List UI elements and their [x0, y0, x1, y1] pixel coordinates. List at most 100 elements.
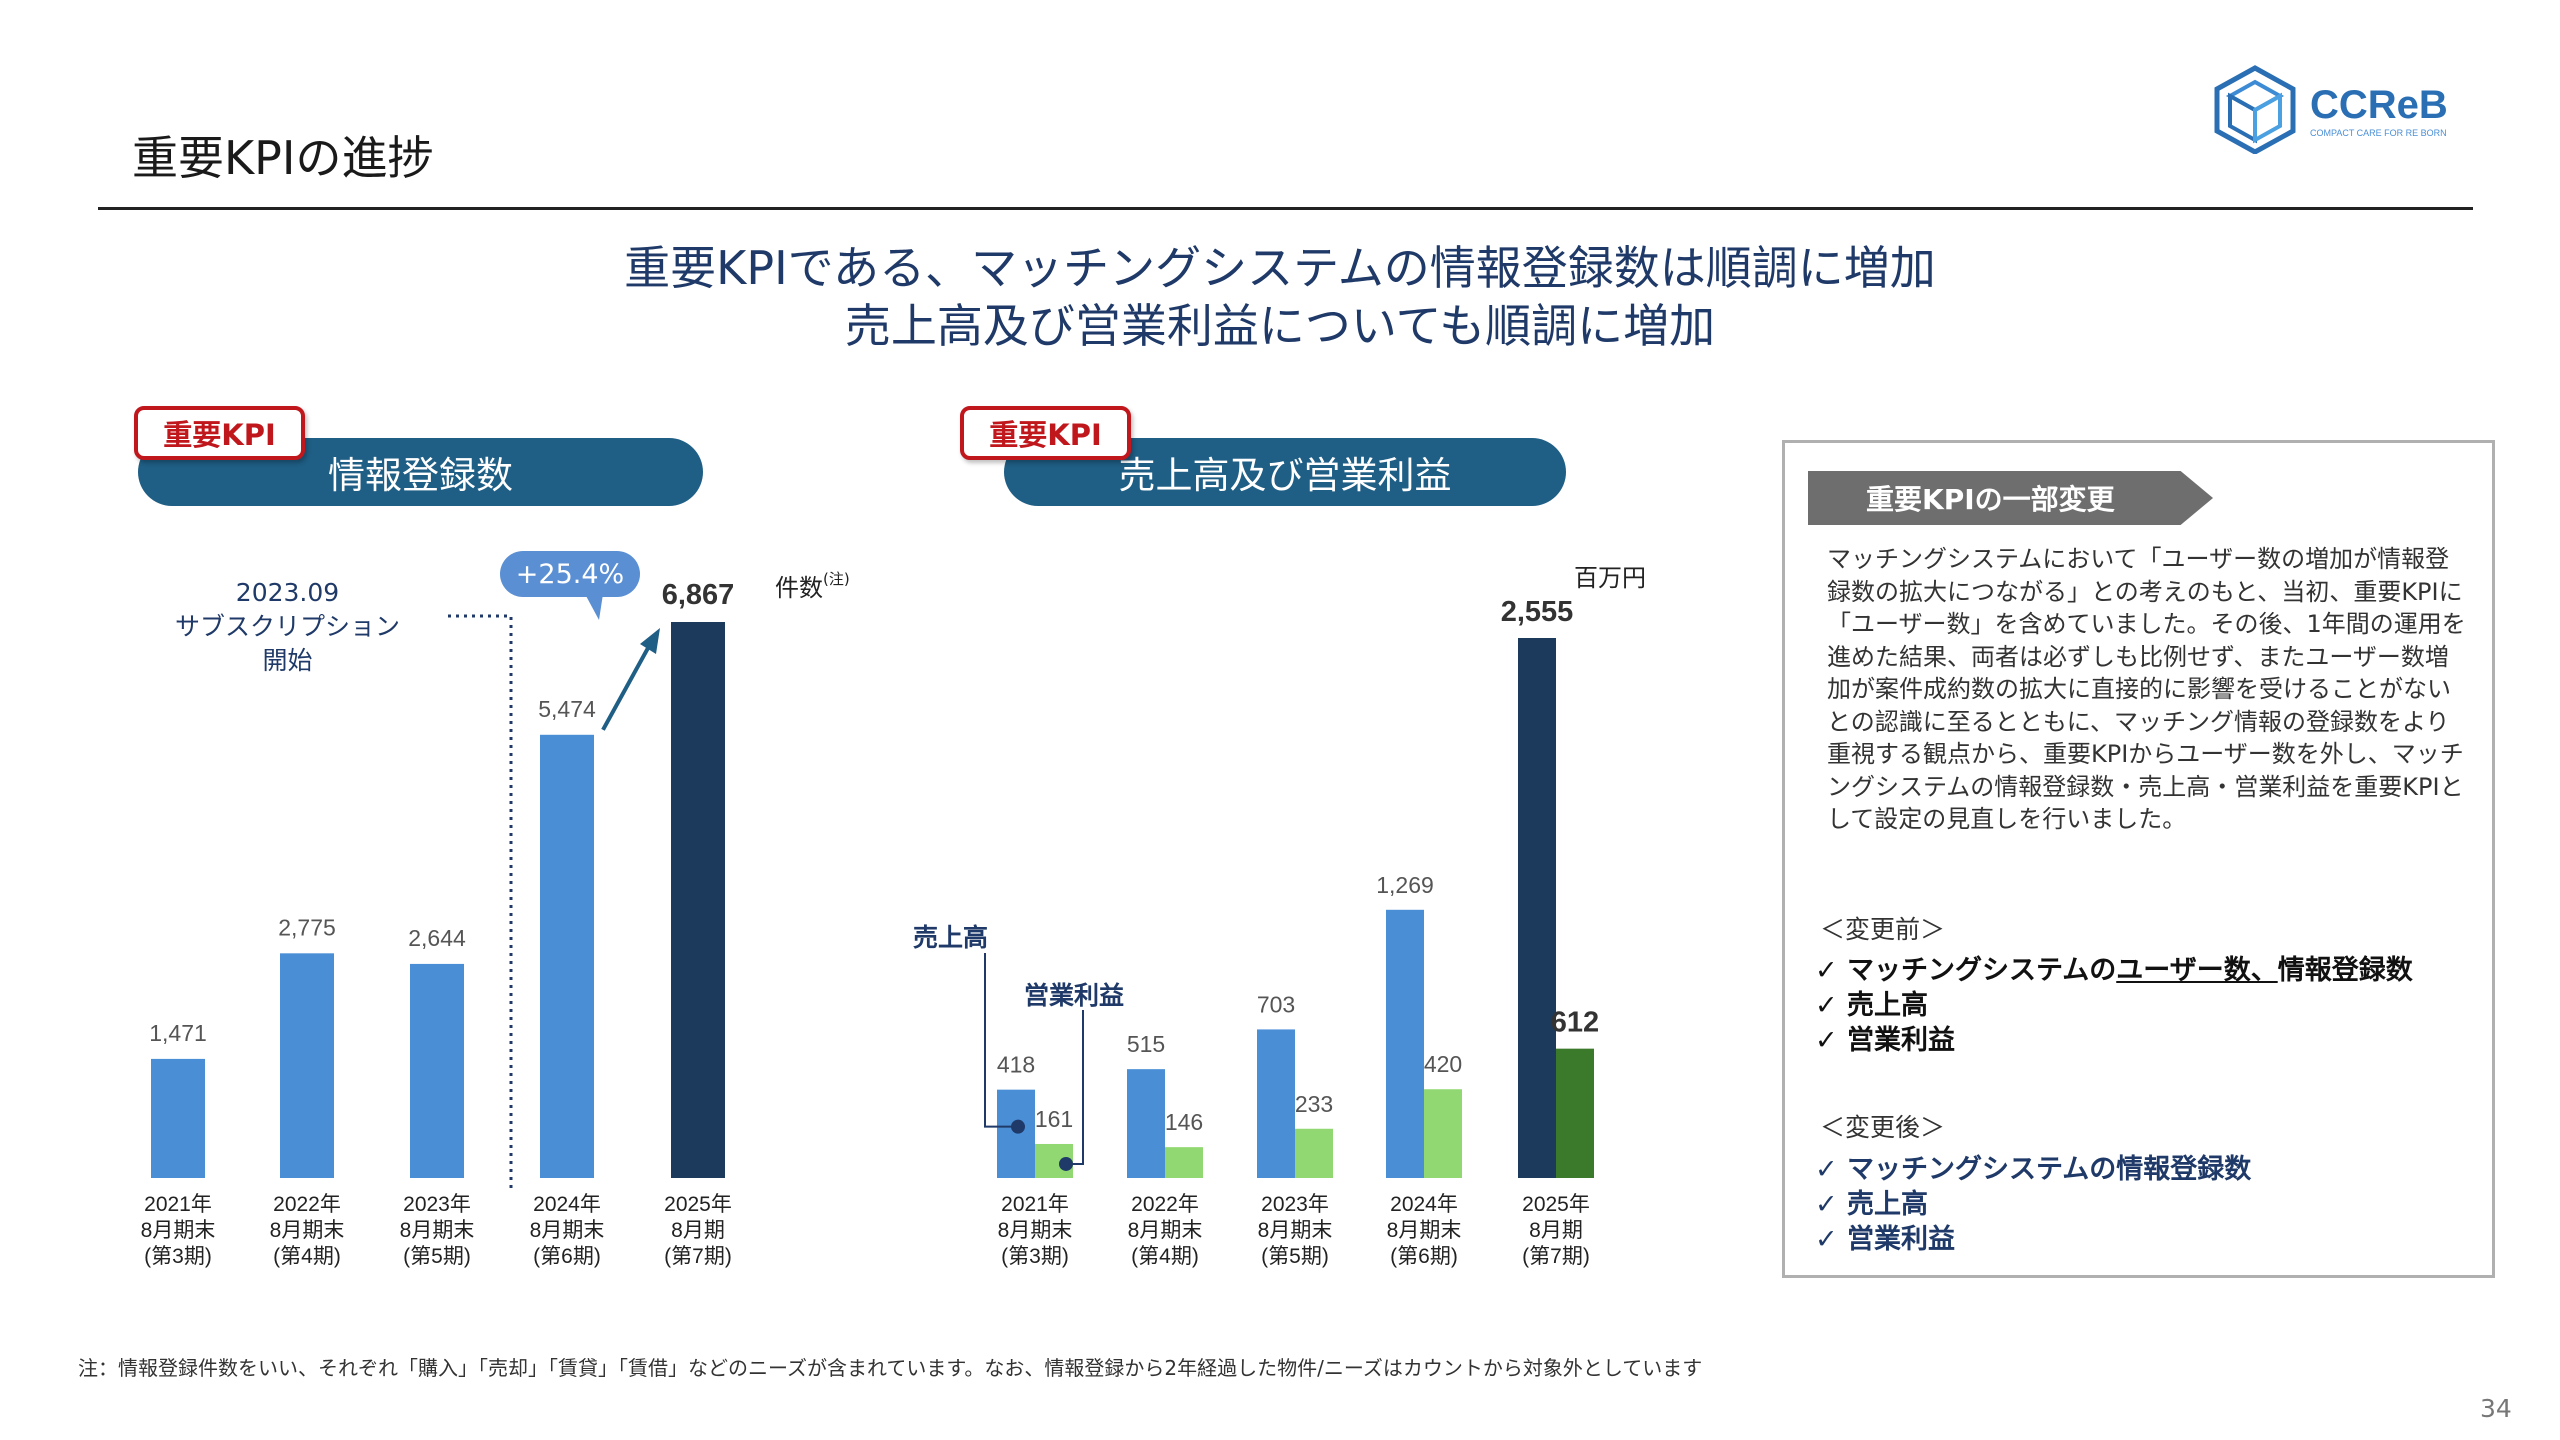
registrations-category-label: 8月期末: [400, 1219, 475, 1242]
sales-value-label: 515: [1127, 1031, 1165, 1057]
registrations-category-label: (第6期): [533, 1245, 601, 1268]
registrations-bar: [540, 734, 594, 1178]
sales-value-label: 2,555: [1501, 596, 1574, 628]
sales-bar: [1257, 1029, 1295, 1178]
profit-bar: [1424, 1089, 1462, 1178]
sales-profit-category-label: 2021年: [1001, 1193, 1069, 1216]
check-icon: ✓: [1815, 1224, 1838, 1255]
before-item-1-removed: ユーザー数、: [2116, 955, 2278, 986]
profit-series-callout: 営業利益: [1024, 981, 1125, 1010]
after-item-1: ✓ マッチングシステムの情報登録数: [1815, 1147, 2251, 1186]
profit-value-label: 146: [1165, 1109, 1203, 1135]
profit-bar: [1556, 1048, 1594, 1178]
before-item-1-suffix: 情報登録数: [2277, 955, 2413, 986]
profit-value-label: 420: [1424, 1051, 1462, 1077]
before-change-heading: ＜変更前＞: [1820, 915, 1946, 944]
sales-profit-section-label: 売上高及び営業利益: [1118, 454, 1452, 497]
registrations-category-label: 2023年: [403, 1193, 471, 1216]
registrations-value-label: 6,867: [662, 579, 735, 611]
check-icon: ✓: [1815, 1025, 1838, 1056]
registrations-bar: [151, 1058, 205, 1178]
sales-callout-dot: [1011, 1119, 1025, 1134]
registrations-value-label: 2,644: [408, 925, 466, 951]
profit-bar: [1165, 1147, 1203, 1178]
registrations-category-label: (第7期): [664, 1245, 732, 1268]
company-logo: CCReB COMPACT CARE FOR RE BORN: [2210, 64, 2480, 155]
registrations-unit-note: (注): [823, 570, 850, 588]
sales-series-callout: 売上高: [913, 923, 989, 952]
sales-profit-category-label: 8月期末: [998, 1219, 1073, 1242]
check-icon: ✓: [1815, 955, 1838, 986]
growth-arrow-line: [601, 647, 650, 731]
before-item-3: ✓ 営業利益: [1815, 1018, 1955, 1057]
sales-profit-category-label: 8月期末: [1128, 1219, 1203, 1242]
kpi-badge-registrations: 重要KPI: [134, 406, 305, 460]
sales-profit-category-label: (第3期): [1001, 1245, 1069, 1268]
profit-value-label: 233: [1295, 1091, 1333, 1117]
sales-profit-category-label: 2023年: [1261, 1193, 1329, 1216]
sales-value-label: 418: [997, 1052, 1035, 1078]
logo-tagline: COMPACT CARE FOR RE BORN: [2310, 128, 2447, 138]
profit-callout-dot: [1059, 1156, 1073, 1171]
sales-value-label: 1,269: [1376, 872, 1434, 898]
sales-profit-category-label: 2024年: [1390, 1193, 1458, 1216]
registrations-bar: [280, 953, 334, 1178]
kpi-change-info-box: [1782, 440, 2495, 1278]
headline-line-1: 重要KPIである、マッチングシステムの情報登録数は順調に増加: [624, 241, 1936, 295]
registrations-unit-label: 件数: [775, 574, 823, 602]
registrations-category-label: 2024年: [533, 1193, 601, 1216]
sales-bar: [1386, 909, 1424, 1178]
kpi-change-title: 重要KPIの一部変更: [1808, 471, 2213, 525]
title-divider: [98, 207, 2473, 210]
registrations-section-label: 情報登録数: [328, 454, 513, 497]
registrations-category-label: (第4期): [273, 1245, 341, 1268]
sales-profit-category-label: (第5期): [1261, 1245, 1329, 1268]
registrations-category-label: 8月期末: [141, 1219, 216, 1242]
sales-profit-category-label: 2022年: [1131, 1193, 1199, 1216]
registrations-category-label: 2022年: [273, 1193, 341, 1216]
registrations-category-label: 2021年: [144, 1193, 212, 1216]
sales-profit-unit: 百万円: [1574, 564, 1646, 592]
sales-profit-category-label: (第4期): [1131, 1245, 1199, 1268]
growth-rate-bubble: +25.4%: [500, 551, 640, 597]
after-change-heading: ＜変更後＞: [1820, 1113, 1946, 1142]
subscription-start-annotation: 2023.09 サブスクリプション 開始: [174, 578, 400, 675]
after-item-3: ✓ 営業利益: [1815, 1217, 1955, 1256]
registrations-bar: [671, 622, 725, 1178]
check-icon: ✓: [1815, 1154, 1838, 1185]
profit-bar: [1295, 1128, 1333, 1178]
sales-profit-category-label: (第7期): [1522, 1245, 1590, 1268]
registrations-value-label: 1,471: [149, 1020, 207, 1046]
sales-profit-section-title: 売上高及び営業利益: [1004, 438, 1566, 506]
registrations-value-label: 5,474: [538, 696, 596, 722]
registrations-category-label: 8月期末: [530, 1219, 605, 1242]
registrations-category-label: 8月期末: [270, 1219, 345, 1242]
kpi-badge-sales-profit: 重要KPI: [960, 406, 1131, 460]
sales-callout-leader: [984, 953, 1018, 1128]
sales-profit-category-label: (第6期): [1390, 1245, 1458, 1268]
sales-value-label: 703: [1257, 991, 1295, 1017]
before-item-2-label: 売上高: [1847, 990, 1929, 1021]
after-item-1-label: マッチングシステムの情報登録数: [1847, 1154, 2252, 1185]
sales-profit-category-label: 8月期末: [1258, 1219, 1333, 1242]
growth-bubble-tail: [585, 594, 603, 620]
registrations-value-label: 2,775: [278, 914, 336, 940]
profit-value-label: 612: [1551, 1007, 1599, 1039]
after-item-2: ✓ 売上高: [1815, 1182, 1928, 1221]
growth-arrowhead: [640, 628, 660, 654]
registrations-category-label: (第3期): [144, 1245, 212, 1268]
registrations-category-label: 2025年: [664, 1193, 732, 1216]
sales-bar: [1127, 1069, 1165, 1178]
check-icon: ✓: [1815, 1189, 1838, 1220]
page-title: 重要KPIの進捗: [132, 131, 434, 185]
before-item-3-label: 営業利益: [1847, 1025, 1956, 1056]
footnote: 注：情報登録件数をいい、それぞれ「購入」「売却」「賃貸」「賃借」などのニーズが含…: [78, 1356, 1703, 1380]
registrations-category-label: 8月期: [671, 1219, 725, 1242]
registrations-category-label: (第5期): [403, 1245, 471, 1268]
sales-bar: [997, 1089, 1035, 1178]
headline-line-2: 売上高及び営業利益についても順調に増加: [844, 299, 1716, 353]
check-icon: ✓: [1815, 990, 1838, 1021]
logo-cube-icon: CCReB COMPACT CARE FOR RE BORN: [2214, 65, 2448, 155]
logo-wordmark: CCReB: [2310, 83, 2448, 127]
before-item-1-prefix: マッチングシステムの: [1847, 955, 2117, 986]
